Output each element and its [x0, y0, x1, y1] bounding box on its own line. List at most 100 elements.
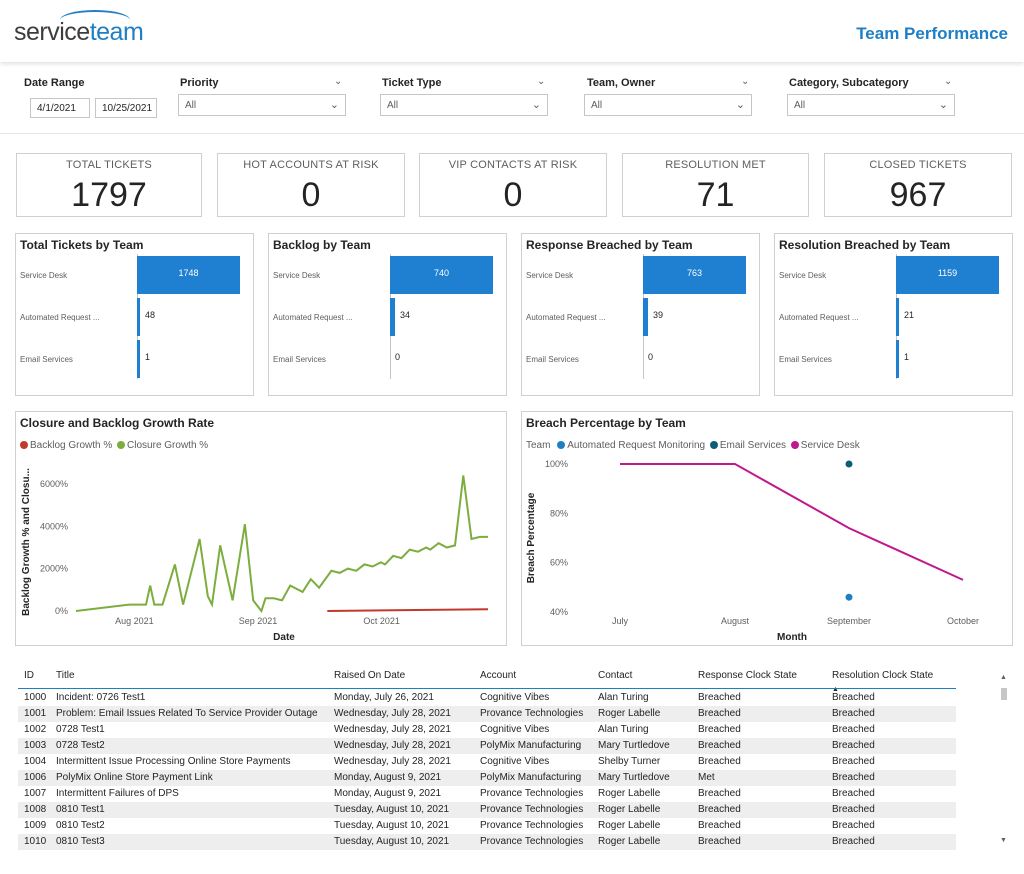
cell-id: 1001 — [24, 708, 47, 719]
cell-title: 0810 Test1 — [56, 804, 105, 815]
logo-arc-icon — [60, 10, 130, 30]
bar[interactable] — [643, 256, 746, 294]
col-header-raised-on-date[interactable]: Raised On Date — [334, 670, 406, 681]
cell-raised-on-date: Wednesday, July 28, 2021 — [334, 740, 451, 751]
bar[interactable] — [896, 256, 999, 294]
cell-contact: Alan Turing — [598, 692, 649, 703]
bar-category-label: Service Desk — [526, 271, 574, 280]
closure-backlog-chart-panel[interactable]: Closure and Backlog Growth Rate Backlog … — [15, 411, 507, 646]
priority-dropdown[interactable]: All ⌄ — [178, 94, 346, 116]
logo-part-service: service — [14, 18, 90, 46]
sort-ascending-icon[interactable]: ▲ — [832, 686, 839, 693]
bar[interactable] — [390, 298, 395, 336]
cell-title: 0810 Test2 — [56, 820, 105, 831]
bar[interactable] — [896, 298, 899, 336]
kpi-card-hot-accounts[interactable]: HOT ACCOUNTS AT RISK 0 — [217, 153, 405, 217]
table-row[interactable]: 1001 Problem: Email Issues Related To Ser… — [18, 706, 956, 722]
legend-backlog[interactable]: Backlog Growth % — [30, 440, 113, 451]
total-tickets-panel-title: Total Tickets by Team — [20, 238, 144, 252]
legend-service-desk[interactable]: Service Desk — [800, 440, 860, 451]
x-tick-label: July — [612, 616, 629, 626]
cell-title: Intermittent Failures of DPS — [56, 788, 179, 799]
kpi-label: RESOLUTION MET — [665, 159, 766, 171]
breach-percentage-plot: 40% 60% 80% 100% July August September October M… — [526, 459, 979, 643]
response-breached-by-team-panel[interactable]: Response Breached by Team Service Desk 763… — [521, 233, 760, 396]
legend-email[interactable]: Email Services — [719, 440, 787, 451]
cell-title: PolyMix Online Store Payment Link — [56, 772, 213, 783]
date-start-input[interactable]: 4/1/2021 — [30, 98, 90, 118]
category-dropdown[interactable]: All ⌄ — [787, 94, 955, 116]
ticket-type-chevron-icon[interactable]: ⌄ — [537, 76, 546, 87]
table-row[interactable]: 1006 PolyMix Online Store Payment Link Mon… — [18, 770, 956, 786]
total-tickets-by-team-panel[interactable]: Total Tickets by Team Service Desk 1748 Aut… — [15, 233, 254, 396]
table-row[interactable]: 1008 0810 Test1 Tuesday, August 10, 2021 Pr… — [18, 802, 956, 818]
bar[interactable] — [137, 256, 240, 294]
category-chevron-icon[interactable]: ⌄ — [944, 76, 953, 87]
cell-title: 0728 Test1 — [56, 724, 105, 735]
priority-chevron-icon[interactable]: ⌄ — [334, 76, 343, 87]
cell-raised-on-date: Monday, July 26, 2021 — [334, 692, 434, 703]
closure-backlog-plot: 0% 2000% 4000% 6000% Aug 2021 Sep 2021 Oct 202… — [21, 468, 489, 643]
ticket-type-dropdown[interactable]: All ⌄ — [380, 94, 548, 116]
resolution-breached-by-team-panel[interactable]: Resolution Breached by Team Service Desk 1… — [774, 233, 1013, 396]
cell-response-clock-state: Breached — [698, 756, 741, 767]
chevron-down-icon: ⌄ — [329, 99, 339, 111]
priority-label: Priority — [180, 77, 219, 89]
backlog-by-team-panel[interactable]: Backlog by Team Service Desk 740 Automated … — [268, 233, 507, 396]
col-header-id[interactable]: ID — [24, 670, 34, 681]
table-row[interactable]: 1000 Incident: 0726 Test1 Monday, July 26,… — [18, 690, 956, 706]
bar[interactable] — [390, 256, 493, 294]
breach-percentage-chart-panel[interactable]: Breach Percentage by Team Team Automated… — [521, 411, 1013, 646]
cell-id: 1002 — [24, 724, 47, 735]
cell-title: Problem: Email Issues Related To Service… — [56, 708, 318, 719]
bar-value-label: 1159 — [937, 268, 958, 278]
chevron-down-icon: ⌄ — [531, 99, 541, 111]
kpi-card-resolution-met[interactable]: RESOLUTION MET 71 — [622, 153, 809, 217]
bar-value-label: 34 — [400, 310, 411, 320]
cell-response-clock-state: Breached — [698, 692, 741, 703]
cell-id: 1007 — [24, 788, 47, 799]
col-header-account[interactable]: Account — [480, 670, 517, 681]
bar-category-label: Service Desk — [779, 271, 827, 280]
bar[interactable] — [896, 340, 899, 378]
table-row[interactable]: 1010 0810 Test3 Tuesday, August 10, 2021 Pr… — [18, 834, 956, 850]
x-tick-label: September — [827, 616, 871, 626]
col-header-response-clock-state[interactable]: Response Clock State — [698, 670, 797, 681]
col-header-contact[interactable]: Contact — [598, 670, 633, 681]
bar-category-label: Email Services — [273, 355, 326, 364]
bar[interactable] — [643, 298, 648, 336]
x-tick-label: October — [947, 616, 979, 626]
table-row[interactable]: 1004 Intermittent Issue Processing Online… — [18, 754, 956, 770]
team-owner-dropdown[interactable]: All ⌄ — [584, 94, 752, 116]
table-row[interactable]: 1003 0728 Test2 Wednesday, July 28, 2021 Po… — [18, 738, 956, 754]
legend-closure[interactable]: Closure Growth % — [127, 440, 209, 451]
legend-dot-automated — [557, 441, 566, 449]
scroll-thumb[interactable] — [1001, 688, 1007, 700]
table-row[interactable]: 1002 0728 Test1 Wednesday, July 28, 2021 Co… — [18, 722, 956, 738]
legend-automated[interactable]: Automated Request Monitoring — [567, 440, 706, 451]
bar-value-label: 740 — [433, 268, 450, 278]
table-scrollbar[interactable]: ▲ ▼ — [1000, 674, 1008, 844]
kpi-card-closed-tickets[interactable]: CLOSED TICKETS 967 — [824, 153, 1012, 217]
table-row[interactable]: 1007 Intermittent Failures of DPS Monday, … — [18, 786, 956, 802]
bar[interactable] — [137, 298, 140, 336]
team-owner-chevron-icon[interactable]: ⌄ — [741, 76, 750, 87]
bar-category-label: Email Services — [779, 355, 832, 364]
cell-id: 1004 — [24, 756, 47, 767]
col-header-title[interactable]: Title — [56, 670, 75, 681]
cell-title: Intermittent Issue Processing Online Sto… — [56, 756, 291, 767]
y-tick-label: 100% — [545, 459, 568, 469]
col-header-resolution-clock-state[interactable]: Resolution Clock State — [832, 670, 934, 681]
cell-response-clock-state: Breached — [698, 708, 741, 719]
kpi-card-total-tickets[interactable]: TOTAL TICKETS 1797 — [16, 153, 202, 217]
scroll-up-icon[interactable]: ▲ — [1000, 674, 1007, 681]
cell-resolution-clock-state: Breached — [832, 804, 875, 815]
scroll-down-icon[interactable]: ▼ — [1000, 837, 1007, 844]
kpi-card-vip-contacts[interactable]: VIP CONTACTS AT RISK 0 — [419, 153, 607, 217]
breach-percentage-title: Breach Percentage by Team — [526, 416, 686, 430]
cell-resolution-clock-state: Breached — [832, 820, 875, 831]
y-tick-label: 60% — [550, 558, 568, 568]
bar[interactable] — [137, 340, 140, 378]
table-row[interactable]: 1009 0810 Test2 Tuesday, August 10, 2021 Pr… — [18, 818, 956, 834]
date-end-input[interactable]: 10/25/2021 — [95, 98, 157, 118]
